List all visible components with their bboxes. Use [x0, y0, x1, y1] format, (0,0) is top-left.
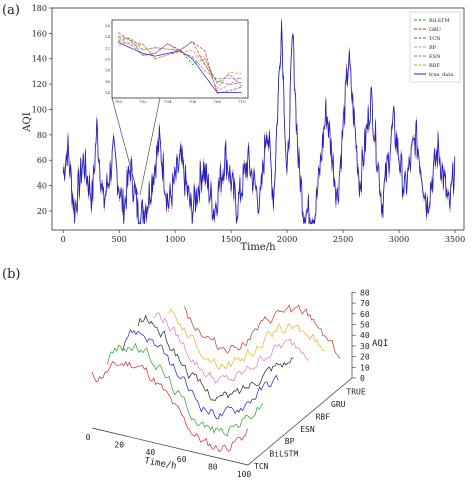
chart-a-y-tick-label: 140 [32, 55, 47, 64]
legend-label-true_data: true_data [429, 72, 453, 78]
inset-x-tick-label: 704 [164, 99, 172, 104]
chart-b-series-line-bilstm [107, 342, 264, 437]
chart-a-x-tick-label: 3000 [389, 235, 409, 244]
chart-b-x-tick-label: 100 [237, 470, 252, 479]
chart-a-y-tick-label: 160 [32, 29, 47, 38]
chart-a-y-tick-label: 100 [32, 105, 47, 114]
chart-b-series-line-gru [168, 308, 325, 370]
chart-a-x-tick-label: 2500 [333, 235, 353, 244]
chart-b-series-tick-bilstm: BiLSTM [269, 450, 298, 459]
legend-label-bp: BP [429, 45, 437, 51]
chart-b-series-axis [247, 377, 353, 466]
chart-b-z-tick-label: 60 [360, 310, 370, 319]
inset-series-line-rbf [118, 37, 242, 90]
chart-b-x-tick-label: 20 [114, 440, 124, 449]
legend-label-esn: ESN [429, 54, 441, 60]
chart-b-series-tick-true: TRUE [346, 388, 365, 397]
inset-x-tick-label: 708 [213, 99, 221, 104]
chart-b-time-axis [91, 427, 249, 466]
chart-a-y-label: AQI [22, 112, 33, 132]
chart-a-legend: BiLSTM GRU TCN BP ESN RBF true_data [409, 11, 461, 83]
chart-a-x-tick-label: 1500 [221, 235, 241, 244]
chart-a-x-tick-label: 2000 [277, 235, 297, 244]
chart-a-y-tick-label: 180 [32, 4, 47, 13]
chart-a-x-tick-label: 3500 [445, 235, 465, 244]
inset-series-line-true_data [118, 41, 242, 93]
chart-b-ticks: 020406080100TCNBiLSTMBPESNRBFGRUTRUE0102… [86, 288, 370, 479]
chart-b-x-tick-label: 0 [86, 433, 91, 442]
chart-a-y-axis: 20 40 60 80 100 120 140 160 180 [32, 4, 52, 216]
chart-b-series-tick-rbf: RBF [316, 412, 331, 421]
chart-b-series-tick-esn: ESN [300, 425, 315, 434]
chart-b: 020406080100TCNBiLSTMBPESNRBFGRUTRUE0102… [86, 288, 389, 479]
chart-a-x-tick-label: 500 [112, 235, 127, 244]
chart-a-x-tick-label: 0 [61, 235, 66, 244]
chart-a-series [62, 18, 456, 225]
inset-y-tick-label: 20 [105, 57, 111, 62]
chart-a-series-line-true_data [62, 21, 456, 225]
inset-y-tick-label: 14 [105, 90, 111, 95]
chart-a-y-tick-label: 80 [37, 131, 47, 140]
chart-b-x-label: Time/h [143, 456, 177, 471]
chart-b-z-tick-label: 30 [360, 342, 370, 351]
inset-y-tick-label: 24 [105, 34, 111, 39]
inset-series-line-bp [118, 42, 242, 92]
inset-y-tick-label: 26 [105, 23, 111, 28]
inset-series-line-bilstm [118, 37, 243, 87]
chart-b-series-tick-gru: GRU [331, 400, 346, 409]
chart-b-series [91, 304, 341, 453]
chart-a-x-tick-label: 1000 [165, 235, 185, 244]
chart-b-x-tick-label: 60 [177, 455, 187, 464]
chart-b-x-tick-label: 80 [208, 463, 218, 472]
chart-b-z-tick-label: 50 [360, 321, 370, 330]
panel-a-label: (a) [2, 3, 20, 18]
inset-connector-left [111, 97, 139, 196]
chart-b-z-tick-label: 40 [360, 331, 370, 340]
chart-b-series-line-rbf [153, 312, 310, 384]
legend-label-tcn: TCN [429, 36, 441, 42]
inset-x-tick-label: 706 [189, 99, 197, 104]
inset-frame [111, 19, 249, 99]
chart-b-series-line-esn [137, 314, 294, 402]
inset-series [118, 32, 243, 94]
inset-connector-right [139, 97, 161, 196]
chart-b-series-tick-tcn: TCN [254, 462, 269, 471]
inset-y-tick-label: 16 [105, 79, 111, 84]
chart-b-x-tick-label: 40 [146, 448, 156, 457]
inset-y-tick-label: 22 [105, 45, 111, 50]
legend-label-bilstm: BiLSTM [429, 18, 449, 24]
chart-b-series-tick-bp: BP [285, 437, 295, 446]
panel-b-label: (b) [2, 267, 20, 282]
chart-b-series-line-tcn [91, 360, 248, 453]
chart-b-z-tick-label: 0 [360, 374, 365, 383]
legend-box [409, 11, 461, 83]
chart-b-z-tick-label: 20 [360, 353, 370, 362]
chart-a-y-tick-label: 60 [37, 156, 47, 165]
chart-a-y-tick-label: 120 [32, 80, 47, 89]
chart-b-series-line-true [184, 304, 341, 359]
inset-x-tick-label: 710 [238, 99, 246, 104]
chart-b-z-tick-label: 70 [360, 299, 370, 308]
chart-a: 20 40 60 80 100 120 140 160 180 0 500 1000 1500 2000… [22, 4, 465, 253]
inset-ticks: 700 702 704 706 708 710 14 16 18 20 22 24 26 [105, 23, 246, 104]
chart-a-inset: 700 702 704 706 708 710 14 16 18 20 22 24 26 [105, 19, 249, 196]
chart-b-z-label: AQI [372, 339, 388, 349]
chart-a-y-tick-label: 20 [37, 207, 47, 216]
inset-y-tick-label: 18 [105, 68, 111, 73]
chart-a-frame [51, 7, 465, 231]
chart-b-z-tick-label: 10 [360, 363, 370, 372]
legend-label-gru: GRU [429, 27, 441, 33]
legend-label-rbf: RBF [429, 63, 440, 69]
inset-x-tick-label: 702 [139, 99, 147, 104]
inset-x-tick-label: 700 [114, 99, 122, 104]
chart-a-y-tick-label: 40 [37, 182, 47, 191]
chart-b-z-tick-label: 80 [360, 288, 370, 297]
chart-a-x-axis: 0 500 1000 1500 2000 2500 3000 3500 [61, 230, 465, 244]
chart-b-series-line-bp [122, 328, 279, 420]
chart-a-x-label: Time/h [240, 242, 276, 253]
